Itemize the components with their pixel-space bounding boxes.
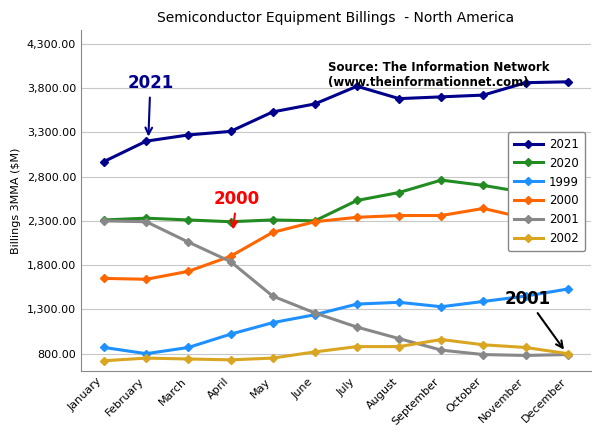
2001	[185, 240, 192, 245]
1999	[522, 293, 529, 299]
Line: 2021: 2021	[101, 79, 571, 164]
2000	[480, 206, 487, 211]
2021	[438, 94, 445, 99]
2021	[564, 79, 571, 85]
2021	[269, 110, 276, 115]
2001	[396, 336, 403, 341]
2020	[396, 190, 403, 195]
Title: Semiconductor Equipment Billings  - North America: Semiconductor Equipment Billings - North…	[157, 11, 515, 25]
2001	[227, 259, 234, 264]
Text: Source: The Information Network
(www.theinformationnet.com): Source: The Information Network (www.the…	[328, 61, 550, 89]
Text: 2001: 2001	[504, 290, 563, 348]
2001	[101, 218, 108, 223]
2021	[311, 101, 318, 106]
2020	[269, 217, 276, 223]
2002	[396, 344, 403, 349]
Legend: 2021, 2020, 1999, 2000, 2001, 2002: 2021, 2020, 1999, 2000, 2001, 2002	[507, 132, 585, 251]
1999	[353, 301, 361, 307]
2002	[353, 344, 361, 349]
2001	[353, 325, 361, 330]
2021	[522, 80, 529, 85]
2000	[101, 276, 108, 281]
2020	[353, 198, 361, 203]
1999	[227, 332, 234, 337]
2002	[269, 356, 276, 361]
2001	[269, 293, 276, 299]
1999	[269, 320, 276, 325]
1999	[311, 312, 318, 318]
Line: 1999: 1999	[101, 286, 571, 357]
2020	[185, 217, 192, 223]
2002	[311, 349, 318, 354]
2002	[185, 357, 192, 362]
2002	[227, 357, 234, 363]
2020	[101, 217, 108, 223]
2020	[143, 215, 150, 221]
2002	[480, 342, 487, 347]
2001	[311, 310, 318, 315]
2020	[522, 190, 529, 195]
2000	[311, 219, 318, 224]
2000	[564, 217, 571, 223]
2021	[353, 84, 361, 89]
1999	[101, 345, 108, 350]
2000	[396, 213, 403, 218]
2002	[143, 356, 150, 361]
2001	[143, 219, 150, 224]
Y-axis label: Billings 3MMA ($M): Billings 3MMA ($M)	[11, 148, 21, 254]
1999	[143, 351, 150, 356]
2002	[438, 337, 445, 342]
2000	[522, 215, 529, 221]
2002	[101, 358, 108, 364]
2021	[396, 96, 403, 101]
1999	[480, 299, 487, 304]
2021	[227, 129, 234, 134]
2002	[522, 345, 529, 350]
Text: 2000: 2000	[214, 190, 260, 227]
2000	[227, 254, 234, 259]
1999	[564, 286, 571, 292]
2021	[143, 138, 150, 144]
2000	[143, 277, 150, 282]
2000	[438, 213, 445, 218]
2001	[480, 352, 487, 357]
2021	[480, 92, 487, 98]
2021	[101, 159, 108, 164]
2001	[438, 347, 445, 353]
2020	[311, 218, 318, 223]
2002	[564, 351, 571, 356]
Line: 2020: 2020	[101, 177, 571, 225]
1999	[438, 304, 445, 309]
2001	[564, 352, 571, 357]
2001	[522, 353, 529, 358]
2020	[227, 219, 234, 224]
2020	[438, 177, 445, 183]
2000	[269, 230, 276, 235]
2000	[353, 215, 361, 220]
2020	[564, 184, 571, 190]
Line: 2002: 2002	[101, 337, 571, 364]
1999	[185, 345, 192, 350]
Line: 2000: 2000	[101, 206, 571, 282]
2021	[185, 132, 192, 138]
2020	[480, 183, 487, 188]
1999	[396, 300, 403, 305]
Text: 2021: 2021	[127, 74, 173, 134]
Line: 2001: 2001	[101, 218, 571, 358]
2000	[185, 268, 192, 274]
